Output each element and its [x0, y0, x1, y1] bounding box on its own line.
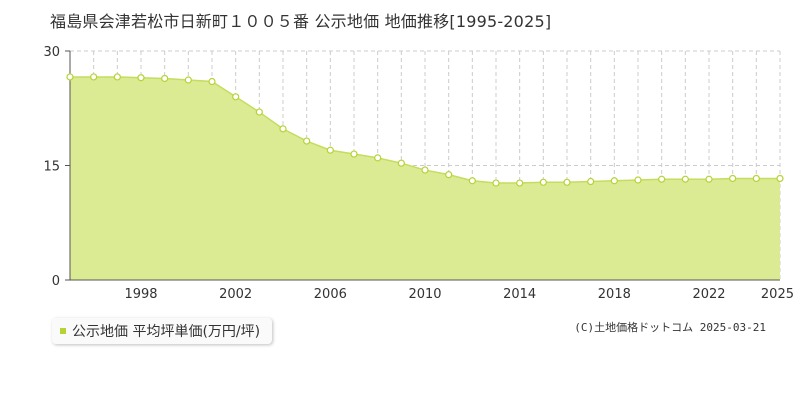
x-tick-label: 2002 — [219, 287, 252, 302]
data-point — [397, 159, 405, 167]
y-tick-label: 30 — [43, 45, 60, 60]
data-point — [516, 179, 524, 187]
y-tick-label: 15 — [43, 160, 60, 175]
data-point — [729, 174, 737, 183]
data-point — [66, 73, 74, 81]
chart-title: 福島県会津若松市日新町１００５番 公示地価 地価推移[1995-2025] — [50, 12, 552, 31]
y-tick-label: 0 — [52, 274, 60, 289]
label-layer: 0 15 30 1998 2002 2006 2010 2014 2018 2022 2025 — [43, 45, 794, 302]
legend: 公示地価 平均坪単価(万円/坪) — [52, 318, 273, 344]
data-point — [445, 171, 453, 179]
data-point — [350, 150, 358, 158]
area-fill — [70, 76, 780, 280]
data-point — [681, 175, 689, 183]
data-point — [137, 74, 145, 82]
point-layer — [66, 73, 784, 187]
data-point — [658, 175, 666, 183]
data-point — [563, 178, 571, 186]
data-point — [113, 73, 121, 81]
legend-swatch — [60, 328, 66, 334]
data-point — [634, 176, 642, 184]
x-tick-label: 2010 — [408, 287, 441, 302]
copyright: (C)土地価格ドットコム 2025-03-21 — [574, 321, 766, 334]
data-point — [421, 166, 429, 174]
data-point — [492, 179, 500, 187]
data-point — [208, 77, 216, 86]
x-tick-label: 2018 — [598, 287, 631, 302]
data-point — [90, 73, 98, 81]
x-tick-label: 2006 — [314, 287, 347, 302]
data-point — [184, 76, 192, 84]
data-point — [468, 177, 476, 185]
data-point — [374, 154, 382, 162]
legend-label: 公示地価 平均坪単価(万円/坪) — [72, 324, 261, 340]
data-point — [326, 146, 334, 154]
x-tick-label: 2025 — [761, 287, 794, 302]
data-point — [255, 108, 263, 116]
x-tick-label: 2014 — [503, 287, 536, 302]
data-point — [610, 177, 618, 185]
data-point — [776, 174, 784, 183]
axis-layer — [65, 50, 780, 281]
data-point — [539, 178, 547, 186]
data-point — [279, 125, 287, 133]
data-point — [587, 177, 595, 186]
data-point — [161, 74, 169, 83]
data-point — [303, 137, 311, 145]
x-tick-label: 1998 — [124, 287, 157, 302]
data-point — [232, 93, 240, 101]
data-point — [705, 175, 713, 183]
x-tick-label: 2022 — [692, 287, 725, 302]
data-point — [752, 174, 760, 183]
